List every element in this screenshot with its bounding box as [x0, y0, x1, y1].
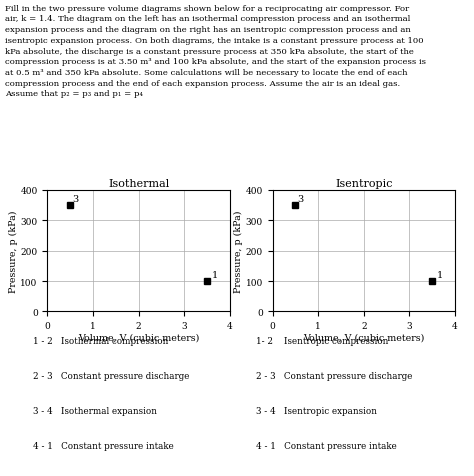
- Text: 1- 2    Isentropic compression: 1- 2 Isentropic compression: [256, 336, 388, 345]
- Title: Isothermal: Isothermal: [108, 178, 169, 188]
- Text: 1: 1: [211, 270, 218, 279]
- Y-axis label: Pressure, p (kPa): Pressure, p (kPa): [9, 210, 18, 292]
- X-axis label: Volume, V (cubic meters): Volume, V (cubic meters): [78, 333, 200, 342]
- Text: 3 - 4   Isentropic expansion: 3 - 4 Isentropic expansion: [256, 406, 377, 415]
- Text: 3 - 4   Isothermal expansion: 3 - 4 Isothermal expansion: [33, 406, 157, 415]
- Text: 3: 3: [73, 194, 79, 203]
- Text: 4 - 1   Constant pressure intake: 4 - 1 Constant pressure intake: [33, 441, 174, 450]
- Text: 1 - 2   Isothermal compression: 1 - 2 Isothermal compression: [33, 336, 169, 345]
- Title: Isentropic: Isentropic: [335, 178, 392, 188]
- Text: 2 - 3   Constant pressure discharge: 2 - 3 Constant pressure discharge: [33, 371, 190, 380]
- Text: 1: 1: [437, 270, 443, 279]
- Text: 2 - 3   Constant pressure discharge: 2 - 3 Constant pressure discharge: [256, 371, 412, 380]
- X-axis label: Volume, V (cubic meters): Volume, V (cubic meters): [303, 333, 425, 342]
- Text: 4 - 1   Constant pressure intake: 4 - 1 Constant pressure intake: [256, 441, 397, 450]
- Text: 3: 3: [298, 194, 304, 203]
- Y-axis label: Pressure, p (kPa): Pressure, p (kPa): [234, 210, 243, 292]
- Text: Fill in the two pressure volume diagrams shown below for a reciprocating air com: Fill in the two pressure volume diagrams…: [5, 5, 426, 98]
